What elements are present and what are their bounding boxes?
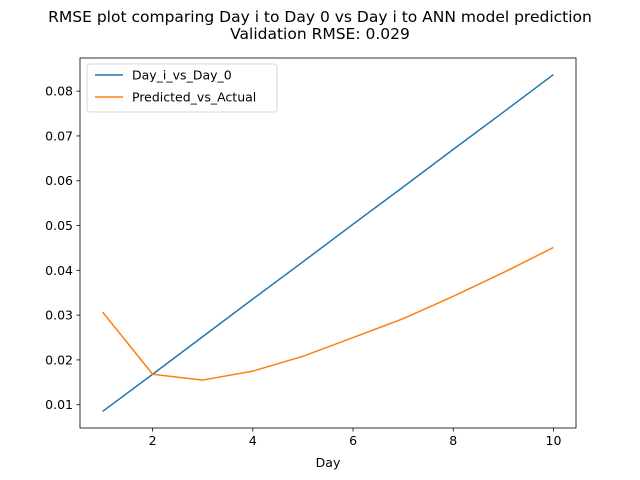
y-tick-label: 0.05 bbox=[45, 218, 73, 233]
legend: Day_i_vs_Day_0 Predicted_vs_Actual bbox=[86, 63, 278, 113]
y-tick-label: 0.02 bbox=[45, 352, 73, 367]
x-tick-label: 6 bbox=[349, 433, 357, 448]
legend-label-predicted-vs-actual: Predicted_vs_Actual bbox=[132, 90, 256, 105]
series-line-0 bbox=[102, 73, 554, 413]
legend-box bbox=[86, 63, 278, 113]
x-tick-label: 2 bbox=[149, 433, 157, 448]
y-tick-label: 0.04 bbox=[45, 263, 73, 278]
y-tick-label: 0.07 bbox=[45, 128, 73, 143]
y-tick-label: 0.01 bbox=[45, 397, 73, 412]
y-axis-ticks: 0.01 0.02 0.03 0.04 0.05 0.06 0.07 0.08 bbox=[45, 84, 80, 412]
x-axis-label: Day bbox=[316, 455, 341, 470]
axes-frame bbox=[79, 57, 577, 429]
y-tick-label: 0.08 bbox=[45, 84, 73, 99]
chart-subtitle: Validation RMSE: 0.029 bbox=[230, 25, 410, 43]
x-tick-label: 10 bbox=[546, 433, 562, 448]
plot-area: 2 4 6 8 10 0.01 0.02 0.03 0.04 0.05 0.06 0.07 0.08 bbox=[45, 57, 577, 448]
x-axis-ticks: 2 4 6 8 10 bbox=[149, 428, 562, 448]
chart-title: RMSE plot comparing Day i to Day 0 vs Da… bbox=[48, 8, 592, 26]
x-tick-label: 4 bbox=[249, 433, 257, 448]
y-tick-label: 0.03 bbox=[45, 308, 73, 323]
x-tick-label: 8 bbox=[449, 433, 457, 448]
legend-label-day-i-vs-day-0: Day_i_vs_Day_0 bbox=[132, 68, 232, 83]
y-tick-label: 0.06 bbox=[45, 173, 73, 188]
series-lines bbox=[101, 73, 554, 413]
series-line-1 bbox=[101, 246, 554, 381]
